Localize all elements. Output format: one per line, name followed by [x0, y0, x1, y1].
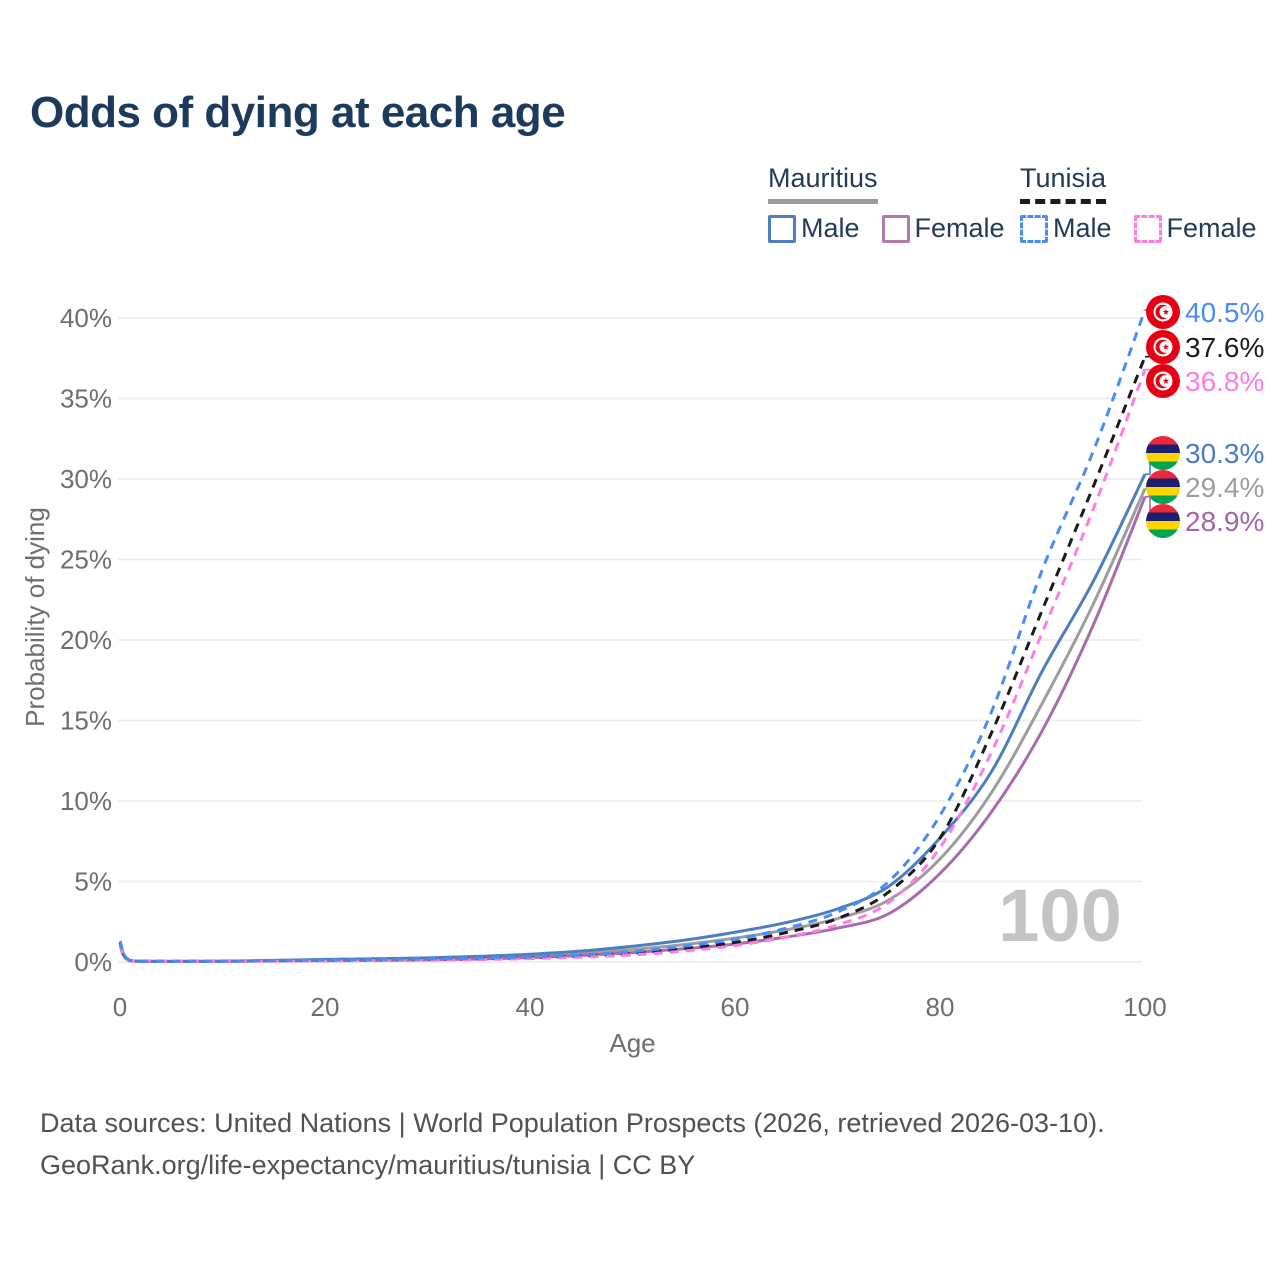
legend-item-mauritius-male[interactable]: Male [768, 213, 860, 244]
footer-attribution: GeoRank.org/life-expectancy/mauritius/tu… [40, 1150, 696, 1180]
legend: Mauritius Male Female Tunisia Male Female [0, 0, 1280, 250]
legend-country-tunisia[interactable]: Tunisia [1020, 163, 1107, 204]
y-tick-label: 10% [60, 786, 112, 816]
tunisia-flag-icon [1146, 295, 1180, 329]
page-title: Odds of dying at each age [30, 88, 566, 137]
y-tick-label: 40% [60, 303, 112, 333]
y-tick-label: 15% [60, 706, 112, 736]
odds-of-dying-line-chart: 0% 5% 10% 15% 20% 25% 30% 35% 40% 0 20 40 60 80 100 Age… [20, 295, 1264, 1058]
y-tick-label: 5% [74, 867, 112, 897]
legend-country-mauritius[interactable]: Mauritius [768, 163, 878, 204]
legend-group-tunisia: Tunisia Male Female [1020, 163, 1279, 244]
series-line-tunisia-female [118, 368, 1147, 964]
y-tick-label: 25% [60, 545, 112, 575]
plot-area[interactable] [120, 298, 1145, 962]
x-tick-label: 100 [1123, 992, 1166, 1022]
legend-group-mauritius: Mauritius Male Female [768, 163, 1027, 244]
x-tick-label: 60 [721, 992, 750, 1022]
mauritius-flag-icon [1146, 436, 1180, 470]
y-tick-label: 0% [74, 947, 112, 977]
legend-items-row: Male Female [768, 213, 1027, 244]
y-axis-title: Probability of dying [20, 507, 50, 727]
tunisia-flag-icon [1146, 364, 1180, 398]
checkbox-icon[interactable] [1133, 214, 1162, 243]
end-label-mauritius-male: 30.3% [1185, 438, 1264, 469]
checkbox-icon[interactable] [768, 214, 796, 243]
legend-item-mauritius-female[interactable]: Female [881, 213, 1005, 244]
legend-item-label: Male [1053, 213, 1112, 243]
x-tick-label: 40 [516, 992, 545, 1022]
legend-item-label: Female [1166, 213, 1257, 243]
y-tick-label: 35% [60, 384, 112, 414]
end-label-tunisia-male: 40.5% [1185, 297, 1264, 328]
legend-item-label: Male [801, 213, 860, 243]
tunisia-flag-icon [1146, 330, 1180, 364]
mauritius-flag-icon [1146, 470, 1180, 504]
checkbox-icon[interactable] [1020, 214, 1048, 243]
legend-item-tunisia-female[interactable]: Female [1133, 213, 1257, 244]
legend-item-tunisia-male[interactable]: Male [1020, 213, 1112, 244]
legend-items-row: Male Female [1020, 213, 1279, 244]
hover-age-watermark: 100 [998, 874, 1121, 957]
x-tick-label: 80 [926, 992, 955, 1022]
series-line-tunisia-both [118, 356, 1147, 963]
x-tick-label: 20 [311, 992, 340, 1022]
x-tick-label: 0 [113, 992, 127, 1022]
y-tick-label: 30% [60, 464, 112, 494]
checkbox-icon[interactable] [881, 214, 910, 243]
legend-item-label: Female [914, 213, 1005, 243]
end-label-mauritius-female: 28.9% [1185, 506, 1264, 537]
footer-data-sources: Data sources: United Nations | World Pop… [40, 1108, 1105, 1138]
footer: Data sources: United Nations | World Pop… [40, 1102, 1105, 1186]
end-label-mauritius-both: 29.4% [1185, 472, 1264, 503]
y-tick-label: 20% [60, 625, 112, 655]
mauritius-flag-icon [1146, 504, 1180, 538]
series-line-tunisia-male [118, 309, 1147, 963]
x-axis-title: Age [609, 1028, 655, 1058]
end-label-tunisia-both: 37.6% [1185, 332, 1264, 363]
end-label-tunisia-female: 36.8% [1185, 366, 1264, 397]
